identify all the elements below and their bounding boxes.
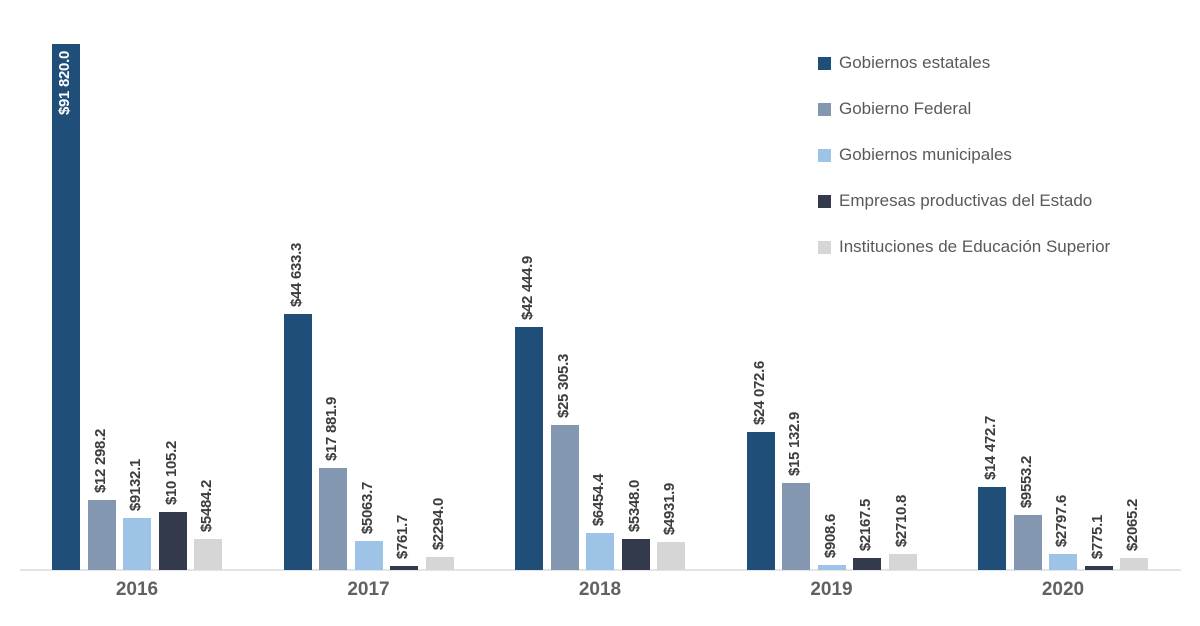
bar-2020-series-1: [1013, 515, 1042, 570]
bar-2017-series-4: [425, 557, 454, 570]
bar-2016-series-3: [158, 512, 187, 570]
legend-swatch-icon: [818, 148, 831, 162]
legend-label: Instituciones de Educación Superior: [839, 237, 1111, 256]
bar-2019-series-1: [782, 483, 810, 570]
bar-2020-series-4: [1120, 558, 1148, 570]
bar-2017-series-1: [319, 468, 347, 570]
bar-value-label: $5484.2: [198, 479, 215, 532]
bar-2016-series-1: [87, 500, 116, 570]
legend-swatch-icon: [818, 56, 831, 70]
bar-2018-series-1: [550, 425, 579, 570]
bar-2020-series-2: [1049, 554, 1077, 570]
bar-value-label: $17 881.9: [323, 396, 340, 461]
x-axis-tick-label: 2020: [1041, 579, 1085, 600]
bar-value-label: $24 072.6: [750, 360, 768, 425]
legend-item-2: Gobiernos municipales: [818, 144, 1110, 166]
bar-2018-series-3: [621, 539, 650, 570]
bar-value-label: $5348.0: [625, 479, 643, 532]
bar-value-label: $25 305.3: [554, 353, 572, 418]
bar-2017-series-0: [283, 314, 312, 570]
bar-value-label: $9553.2: [1017, 455, 1035, 508]
bar-value-label: $10 105.2: [162, 440, 180, 505]
legend: Gobiernos estatales Gobierno Federal Gobie…: [818, 52, 1110, 282]
bar-value-label: $775.1: [1088, 514, 1106, 559]
legend-item-0: Gobiernos estatales: [818, 52, 1110, 74]
legend-item-1: Gobierno Federal: [818, 98, 1110, 120]
legend-label: Gobiernos municipales: [839, 145, 1012, 164]
legend-label: Gobiernos estatales: [839, 53, 991, 72]
bar-value-label: $42 444.9: [519, 255, 536, 320]
bar-value-label: $44 633.3: [287, 242, 305, 307]
x-axis-tick-label: 2018: [578, 579, 622, 600]
bar-2020-series-3: [1084, 566, 1113, 570]
bar-2018-series-4: [657, 542, 685, 570]
bar-2016-series-0: [52, 44, 80, 570]
legend-swatch-icon: [818, 102, 831, 116]
bar-value-label: $2065.2: [1124, 498, 1141, 551]
legend-item-3: Empresas productivas del Estado: [818, 190, 1110, 212]
x-axis-tick-label: 2017: [347, 579, 390, 600]
bar-2016-series-4: [194, 539, 222, 570]
legend-label: Gobierno Federal: [839, 99, 972, 118]
bar-2017-series-2: [354, 541, 383, 570]
bar-2018-series-2: [586, 533, 614, 570]
bar-value-label: $5063.7: [358, 481, 376, 534]
bar-2019-series-0: [746, 432, 775, 570]
bar-2016-series-2: [123, 518, 151, 570]
legend-swatch-icon: [818, 240, 831, 254]
bar-2019-series-4: [888, 554, 917, 570]
x-axis-tick-label: 2019: [810, 579, 853, 600]
bar-value-label: $9132.1: [127, 458, 144, 511]
bar-value-label: $15 132.9: [786, 411, 803, 476]
bar-value-label: $6454.4: [590, 473, 607, 526]
bar-value-label: $91 820.0: [56, 51, 73, 116]
bar-value-label: $2294.0: [429, 497, 447, 550]
bar-2019-series-2: [817, 565, 846, 570]
bar-value-label: $14 472.7: [982, 415, 999, 480]
bar-2017-series-3: [390, 566, 418, 570]
bar-2018-series-0: [515, 327, 543, 570]
x-axis-tick-label: 2016: [115, 579, 159, 600]
bar-2020-series-0: [978, 487, 1006, 570]
bar-value-label: $4931.9: [661, 482, 678, 535]
bar-value-label: $2710.8: [892, 494, 910, 547]
legend-label: Empresas productivas del Estado: [839, 191, 1093, 210]
bar-value-label: $12 298.2: [91, 428, 109, 493]
bar-value-label: $2167.5: [857, 498, 874, 551]
bar-2019-series-3: [853, 558, 881, 570]
legend-item-4: Instituciones de Educación Superior: [818, 236, 1110, 258]
bar-value-label: $2797.6: [1053, 494, 1070, 547]
x-axis-line: [20, 569, 1181, 571]
bar-value-label: $761.7: [394, 514, 411, 559]
legend-swatch-icon: [818, 194, 831, 208]
bar-value-label: $908.6: [821, 513, 839, 558]
